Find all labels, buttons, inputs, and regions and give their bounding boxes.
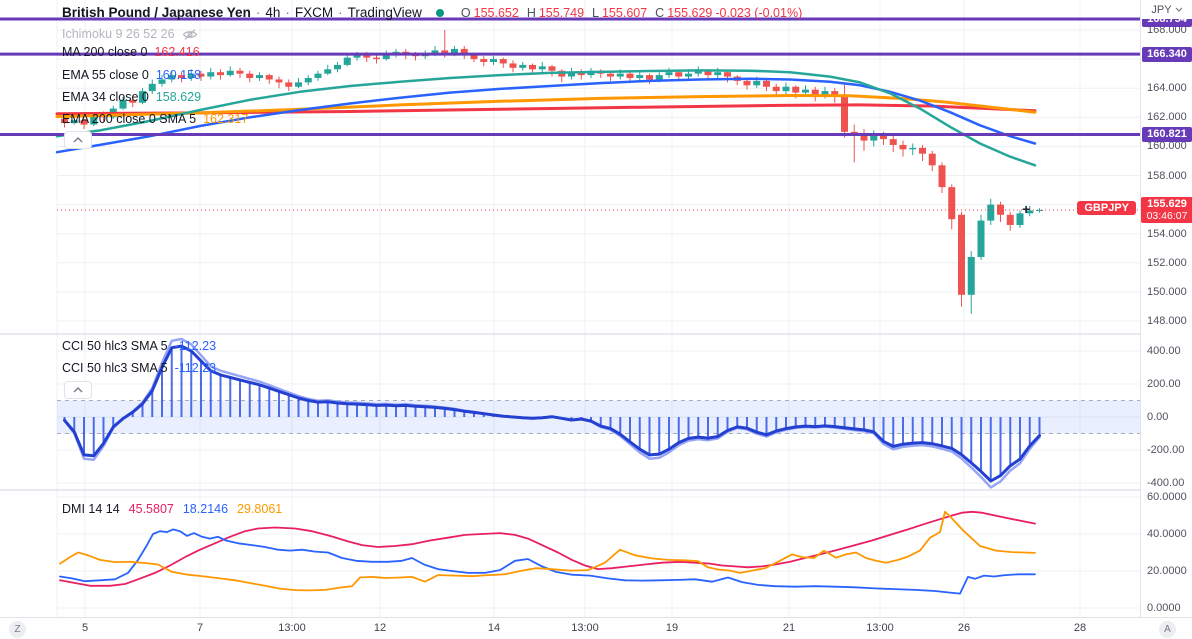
ohlc-values: O 155.652 H 155.749 L 155.607 C 155.629 -0.0… (456, 6, 802, 20)
price-tick-label: 162.000 (1147, 111, 1187, 124)
legend-value: -112.23 (174, 339, 217, 353)
separator-dot: · (285, 5, 290, 20)
legend-ema-55[interactable]: EMA 55 close 0 160.158 (62, 68, 201, 82)
add-alert-plus-icon[interactable]: + (1022, 200, 1031, 217)
dmi-minus-di-value: 29.8061 (237, 502, 283, 516)
cci-tick-label: -400.00 (1147, 477, 1185, 489)
time-tick-label: 28 (1073, 622, 1087, 634)
dmi-tick-label: 40.0000 (1147, 528, 1187, 540)
legend-cci-2[interactable]: CCI 50 hlc3 SMA 5 -112.23 (62, 361, 216, 375)
legend-label: CCI 50 hlc3 SMA 5 (62, 361, 168, 375)
legend-value: 162.416 (154, 45, 200, 59)
time-tick-label: 19 (665, 622, 679, 634)
change-value: -0.023 (-0.01%) (715, 5, 803, 20)
legend-ma-200[interactable]: MA 200 close 0 162.416 (62, 45, 200, 59)
interval-label[interactable]: 4h (265, 5, 281, 20)
dmi-adx-value: 45.5807 (128, 502, 174, 516)
legend-ema-34[interactable]: EMA 34 close 0 158.629 (62, 90, 201, 104)
price-tick-label: 158.000 (1147, 169, 1187, 182)
legend-label: DMI 14 14 (62, 502, 120, 516)
separator-dot: · (338, 5, 343, 20)
legend-label: EMA 200 close 0 SMA 5 (62, 112, 197, 126)
close-label: C (655, 5, 665, 20)
price-tick-label: 168.000 (1147, 24, 1187, 36)
legend-ema-200-sma-5[interactable]: EMA 200 close 0 SMA 5 162.317 (62, 112, 248, 126)
dmi-tick-label: 20.0000 (1147, 565, 1187, 577)
price-tick-label: 150.000 (1147, 285, 1187, 298)
price-tick-label: 152.000 (1147, 256, 1187, 269)
legend-ichimoku[interactable]: Ichimoku 9 26 52 26 (62, 27, 198, 41)
auto-scale-badge[interactable]: A (1159, 621, 1176, 638)
open-label: O (460, 5, 471, 20)
time-tick-label: 21 (782, 622, 796, 634)
price-tick-label: 154.000 (1147, 227, 1187, 240)
currency-selector[interactable]: JPY (1141, 0, 1192, 19)
time-tick-label: 7 (196, 622, 204, 634)
close-value: 155.629 (667, 5, 713, 20)
chevron-up-icon (73, 137, 83, 143)
legend-label: CCI 50 hlc3 SMA 5 (62, 339, 168, 353)
bar-countdown: 03:46:07 (1146, 209, 1188, 222)
market-open-status-icon[interactable] (435, 8, 444, 17)
collapse-main-legend-button[interactable] (64, 131, 92, 149)
legend-cci-1[interactable]: CCI 50 hlc3 SMA 5 -112.23 (62, 339, 216, 353)
timezone-badge[interactable]: Z (9, 621, 26, 638)
chart-plot-canvas[interactable] (0, 0, 1140, 617)
price-line-symbol-tag[interactable]: GBPJPY (1077, 200, 1136, 215)
cci-tick-label: 400.00 (1147, 345, 1181, 357)
time-tick-label: 13:00 (571, 622, 599, 634)
high-label: H (526, 5, 536, 20)
low-value: 155.607 (601, 5, 648, 20)
time-tick-label: 5 (81, 622, 89, 634)
time-tick-label: 13:00 (866, 622, 894, 634)
price-tick-label: 164.000 (1147, 82, 1187, 95)
time-tick-label: 26 (957, 622, 971, 634)
legend-value: 162.317 (203, 112, 249, 126)
time-tick-label: 14 (487, 622, 501, 634)
level-price-badge: 160.821 (1142, 126, 1192, 142)
time-tick-label: 13:00 (278, 622, 306, 634)
dmi-tick-label: 60.0000 (1147, 491, 1187, 503)
low-label: L (592, 5, 599, 20)
dmi-plus-di-value: 18.2146 (182, 502, 229, 516)
currency-label: JPY (1151, 3, 1172, 16)
separator-dot: · (255, 5, 261, 20)
price-axis[interactable]: JPY 168.000166.000164.000162.000160.0001… (1140, 0, 1192, 617)
time-axis[interactable]: 5 7 13:00 12 14 13:00 19 21 13:00 26 28 (0, 617, 1192, 639)
exchange-label[interactable]: FXCM (294, 5, 334, 20)
high-value: 155.749 (538, 5, 585, 20)
legend-label: EMA 34 close 0 (62, 90, 149, 104)
last-price-badge: 155.629 03:46:07 (1141, 196, 1192, 223)
legend-label: EMA 55 close 0 (62, 68, 149, 82)
ichimoku-label: Ichimoku 9 26 52 26 (62, 27, 175, 41)
cci-tick-label: 0.00 (1147, 411, 1169, 423)
platform-label[interactable]: TradingView (347, 5, 422, 20)
eye-hidden-icon[interactable] (182, 28, 198, 41)
cci-tick-label: -200.00 (1147, 444, 1185, 456)
level-price-badge: 166.340 (1142, 46, 1192, 62)
symbol-title[interactable]: British Pound / Japanese Yen (62, 5, 251, 20)
cci-tick-label: 200.00 (1147, 378, 1181, 390)
legend-value: 158.629 (155, 90, 202, 104)
chevron-up-icon (73, 387, 83, 393)
collapse-cci-legend-button[interactable] (64, 381, 92, 399)
legend-value: -112.23 (174, 361, 217, 375)
price-tick-label: 148.000 (1147, 315, 1187, 327)
legend-label: MA 200 close 0 (62, 45, 148, 59)
legend-dmi[interactable]: DMI 14 14 45.5807 18.2146 29.8061 (62, 502, 282, 516)
chart-header: British Pound / Japanese Yen · 4h · FXCM… (62, 5, 802, 20)
dmi-tick-label: 0.0000 (1147, 602, 1181, 614)
price-tick-label: 160.000 (1147, 140, 1187, 153)
open-value: 155.652 (473, 5, 519, 20)
legend-value: 160.158 (155, 68, 202, 82)
chevron-down-icon (1175, 7, 1183, 12)
last-price-value: 155.629 (1147, 197, 1187, 210)
time-tick-label: 12 (373, 622, 387, 634)
